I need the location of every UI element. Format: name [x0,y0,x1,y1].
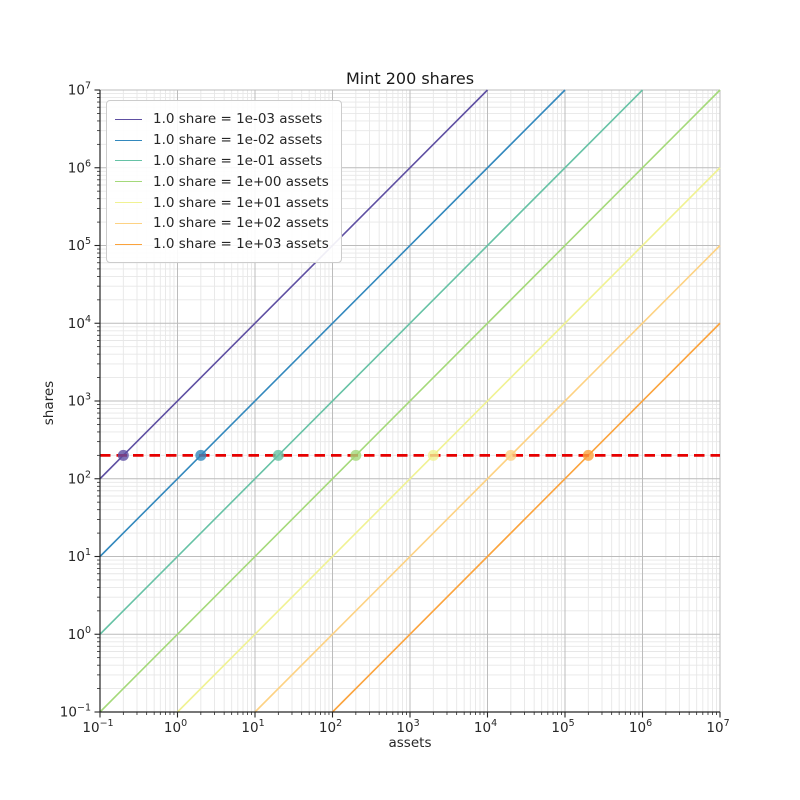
y-tick-label: 104 [68,314,91,332]
x-tick-labels: 10−1 100 101 102 103 104 105 106 107 [82,718,729,736]
axis-ticks [94,89,721,718]
y-axis-label: shares [41,380,57,426]
legend-label: 1.0 share = 1e-03 assets [153,111,323,128]
legend-item-0: 1.0 share = 1e-03 assets [115,109,331,130]
x-tick-label: 105 [551,718,574,736]
marker-dot-4 [427,449,439,461]
legend-line-swatch [115,243,142,245]
series-line-4 [176,167,721,713]
series-line-2 [99,89,644,635]
legend-item-6: 1.0 share = 1e+03 assets [115,234,331,255]
marker-dot-2 [272,449,284,461]
legend-label: 1.0 share = 1e+00 assets [153,173,329,190]
legend-item-4: 1.0 share = 1e+01 assets [115,192,331,213]
y-tick-label: 101 [68,547,91,565]
y-tick-label: 105 [68,236,91,254]
marker-dot-0 [117,449,129,461]
y-tick-labels: 10−1 100 101 102 103 104 105 106 107 [60,81,91,721]
series-line-5 [254,244,721,713]
chart-title: Mint 200 shares [345,69,475,88]
legend-line-swatch [115,160,142,162]
legend-line-swatch [115,181,142,183]
y-tick-label: 103 [68,392,91,410]
intersection-markers [117,449,594,461]
legend-label: 1.0 share = 1e+03 assets [153,236,329,253]
series-line-0 [99,89,489,480]
legend: 1.0 share = 1e-03 assets 1.0 share = 1e-0… [106,100,342,263]
x-tick-label: 10−1 [82,718,113,736]
series-line-1 [99,89,566,558]
series-lines [99,89,721,713]
series-line-6 [331,322,721,713]
x-tick-label: 101 [241,718,264,736]
series-line-3 [99,89,721,713]
legend-label: 1.0 share = 1e-01 assets [153,152,323,169]
legend-label: 1.0 share = 1e-02 assets [153,132,323,149]
x-tick-label: 106 [629,718,652,736]
marker-dot-1 [195,449,207,461]
legend-item-3: 1.0 share = 1e+00 assets [115,171,331,192]
legend-line-swatch [115,222,142,224]
x-tick-label: 100 [164,718,187,736]
legend-line-swatch [115,202,142,204]
x-tick-label: 104 [474,718,497,736]
y-tick-label: 106 [68,158,91,176]
y-tick-label: 102 [68,469,91,487]
y-tick-label: 100 [68,625,91,643]
x-tick-label: 107 [706,718,729,736]
legend-item-2: 1.0 share = 1e-01 assets [115,151,331,172]
marker-dot-6 [582,449,594,461]
marker-dot-3 [350,449,362,461]
legend-item-1: 1.0 share = 1e-02 assets [115,130,331,151]
legend-item-5: 1.0 share = 1e+02 assets [115,213,331,234]
x-tick-label: 103 [396,718,419,736]
legend-label: 1.0 share = 1e+02 assets [153,215,329,232]
marker-dot-5 [505,449,517,461]
y-tick-label: 107 [68,81,91,99]
y-tick-label: 10−1 [60,703,91,721]
legend-label: 1.0 share = 1e+01 assets [153,194,329,211]
legend-line-swatch [115,139,142,141]
legend-line-swatch [115,118,142,120]
x-tick-label: 102 [319,718,342,736]
x-axis-label: assets [388,735,432,751]
